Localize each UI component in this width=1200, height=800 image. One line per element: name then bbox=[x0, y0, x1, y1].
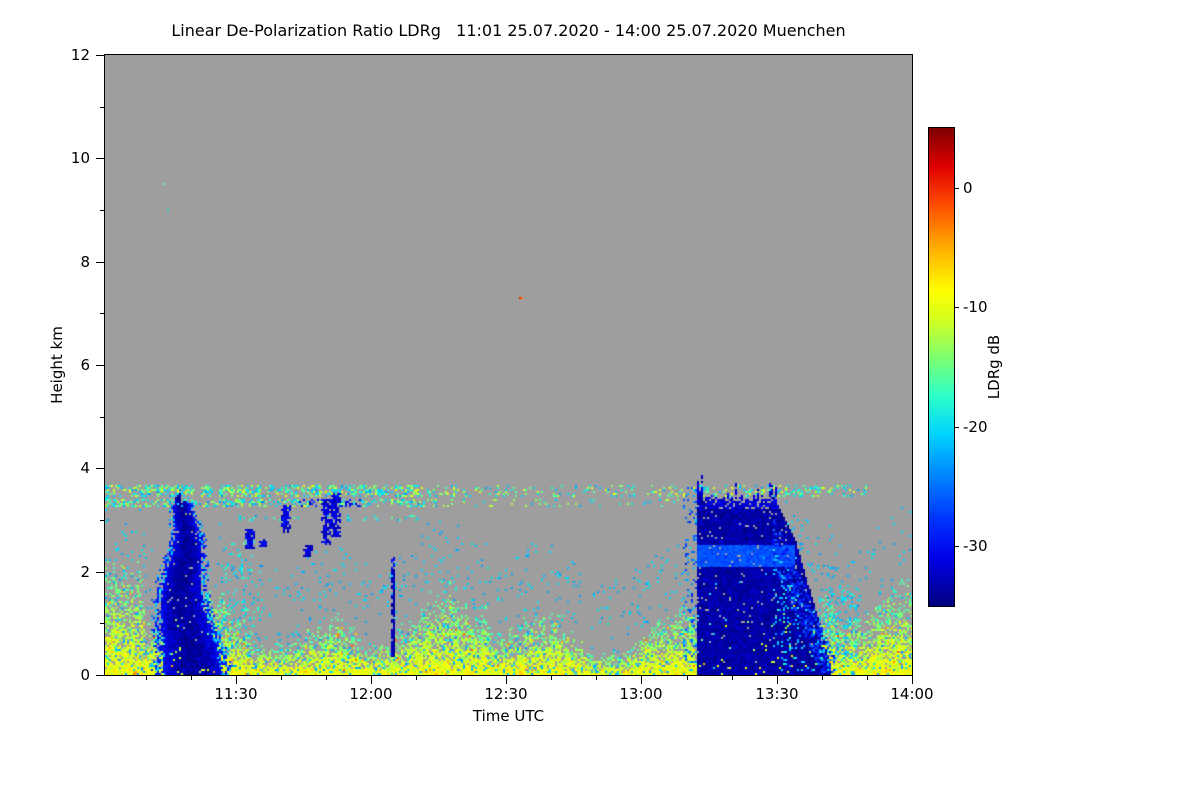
y-major-tick bbox=[96, 55, 104, 56]
x-major-tick bbox=[641, 676, 642, 684]
x-minor-tick bbox=[326, 676, 327, 680]
y-major-tick bbox=[96, 158, 104, 159]
x-major-tick bbox=[912, 676, 913, 684]
y-tick-label: 12 bbox=[70, 46, 90, 64]
x-tick-label: 13:30 bbox=[755, 685, 799, 703]
x-minor-tick bbox=[687, 676, 688, 680]
colorbar-label: LDRg dB bbox=[985, 334, 1003, 400]
x-minor-tick bbox=[732, 676, 733, 680]
y-tick-label: 0 bbox=[80, 666, 90, 684]
x-major-tick bbox=[371, 676, 372, 684]
x-axis-label: Time UTC bbox=[472, 707, 545, 725]
x-minor-tick bbox=[281, 676, 282, 680]
x-minor-tick bbox=[191, 676, 192, 680]
x-minor-tick bbox=[822, 676, 823, 680]
x-minor-tick bbox=[551, 676, 552, 680]
x-tick-label: 12:00 bbox=[349, 685, 393, 703]
heatmap-canvas bbox=[105, 55, 912, 675]
colorbar bbox=[928, 127, 955, 607]
y-major-tick bbox=[96, 262, 104, 263]
x-tick-label: 11:30 bbox=[214, 685, 258, 703]
colorbar-tick-label: -30 bbox=[963, 537, 988, 555]
x-minor-tick bbox=[867, 676, 868, 680]
y-major-tick bbox=[96, 675, 104, 676]
colorbar-tick bbox=[955, 546, 959, 547]
x-tick-label: 13:00 bbox=[619, 685, 663, 703]
plot-area bbox=[104, 54, 913, 676]
colorbar-tick bbox=[955, 307, 959, 308]
y-major-tick bbox=[96, 468, 104, 469]
colorbar-tick bbox=[955, 188, 959, 189]
colorbar-tick-label: -20 bbox=[963, 418, 988, 436]
y-tick-label: 10 bbox=[70, 149, 90, 167]
colorbar-gradient bbox=[929, 128, 954, 606]
y-major-tick bbox=[96, 365, 104, 366]
y-tick-label: 8 bbox=[80, 253, 90, 271]
x-minor-tick bbox=[461, 676, 462, 680]
x-tick-label: 12:30 bbox=[484, 685, 528, 703]
colorbar-tick-label: -10 bbox=[963, 298, 988, 316]
y-tick-label: 2 bbox=[80, 563, 90, 581]
y-major-tick bbox=[96, 572, 104, 573]
colorbar-tick bbox=[955, 427, 959, 428]
x-major-tick bbox=[777, 676, 778, 684]
x-tick-label: 14:00 bbox=[890, 685, 934, 703]
x-minor-tick bbox=[416, 676, 417, 680]
chart-title: Linear De-Polarization Ratio LDRg 11:01 … bbox=[171, 21, 846, 40]
colorbar-tick-label: 0 bbox=[963, 179, 973, 197]
x-minor-tick bbox=[596, 676, 597, 680]
y-tick-label: 4 bbox=[80, 459, 90, 477]
y-axis-label: Height km bbox=[48, 326, 66, 404]
x-minor-tick bbox=[146, 676, 147, 680]
x-major-tick bbox=[236, 676, 237, 684]
x-major-tick bbox=[506, 676, 507, 684]
